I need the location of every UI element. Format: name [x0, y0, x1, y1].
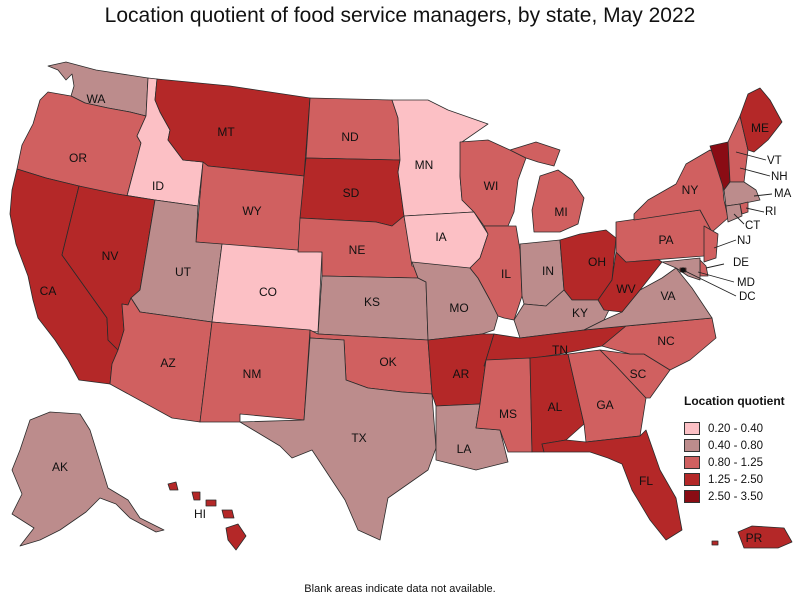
state-nh[interactable]	[727, 115, 749, 183]
label-mt: MT	[217, 125, 235, 139]
legend-item: 0.20 - 0.40	[684, 420, 785, 437]
legend-item: 0.40 - 0.80	[684, 437, 785, 454]
state-tx[interactable]	[239, 337, 437, 541]
state-hi[interactable]	[167, 481, 247, 551]
label-la: LA	[457, 442, 472, 456]
state-me[interactable]	[739, 87, 783, 153]
state-ma[interactable]	[723, 181, 761, 207]
state-mi[interactable]	[509, 141, 585, 233]
label-me: ME	[751, 121, 769, 135]
label-ms: MS	[499, 407, 517, 421]
label-or: OR	[69, 151, 87, 165]
state-ak[interactable]	[11, 411, 165, 547]
legend-label: 0.40 - 0.80	[708, 439, 763, 452]
legend-label: 1.25 - 2.50	[708, 473, 763, 486]
label-pr: PR	[746, 531, 763, 545]
map-title: Location quotient of food service manage…	[104, 4, 696, 27]
state-fl[interactable]	[541, 429, 683, 541]
label-az: AZ	[160, 356, 175, 370]
label-pa: PA	[658, 233, 673, 247]
label-nj: NJ	[737, 235, 751, 247]
label-wv: WV	[616, 282, 635, 296]
label-ks: KS	[364, 295, 380, 309]
legend-label: 0.80 - 1.25	[708, 456, 763, 469]
label-mo: MO	[449, 301, 468, 315]
label-in: IN	[542, 264, 554, 278]
label-tx: TX	[351, 431, 366, 445]
state-nj[interactable]	[703, 225, 719, 263]
label-nm: NM	[243, 367, 262, 381]
label-ak: AK	[52, 460, 68, 474]
legend-label: 2.50 - 3.50	[708, 490, 763, 503]
label-nd: ND	[341, 130, 359, 144]
label-ne: NE	[349, 243, 366, 257]
label-sc: SC	[630, 367, 647, 381]
legend-swatch	[684, 456, 700, 469]
leader-lines	[682, 151, 773, 297]
legend-title: Location quotient	[684, 394, 785, 408]
label-sd: SD	[343, 186, 360, 200]
label-ct: CT	[745, 220, 760, 232]
legend-item: 0.80 - 1.25	[684, 454, 785, 471]
label-ok: OK	[379, 355, 396, 369]
label-tn: TN	[552, 343, 568, 357]
label-ut: UT	[175, 265, 192, 279]
footnote: Blank areas indicate data not available.	[304, 583, 496, 595]
label-co: CO	[259, 285, 277, 299]
label-al: AL	[548, 400, 563, 414]
label-id: ID	[152, 179, 164, 193]
state-va[interactable]	[583, 267, 713, 331]
state-mt[interactable]	[154, 78, 311, 177]
label-nv: NV	[102, 249, 119, 263]
label-dc: DC	[739, 291, 756, 303]
legend-item: 2.50 - 3.50	[684, 488, 785, 505]
label-mi: MI	[554, 205, 567, 219]
label-wi: WI	[484, 179, 499, 193]
label-hi: HI	[194, 507, 206, 521]
label-ar: AR	[453, 367, 470, 381]
label-nc: NC	[657, 334, 675, 348]
label-oh: OH	[588, 255, 606, 269]
legend-swatch	[684, 422, 700, 435]
label-ky: KY	[572, 306, 588, 320]
label-ia: IA	[435, 230, 446, 244]
label-wa: WA	[87, 92, 106, 106]
legend: Location quotient 0.20 - 0.40 0.40 - 0.8…	[684, 394, 785, 505]
state-nd[interactable]	[305, 97, 401, 161]
dc-marker	[680, 267, 686, 273]
state-pr[interactable]	[711, 525, 793, 549]
label-md: MD	[737, 277, 755, 289]
label-va: VA	[660, 289, 675, 303]
legend-label: 0.20 - 0.40	[708, 422, 763, 435]
label-nh: NH	[771, 171, 788, 183]
legend-swatch	[684, 473, 700, 486]
label-vt: VT	[767, 155, 782, 167]
state-wi[interactable]	[459, 139, 527, 227]
label-de: DE	[733, 257, 749, 269]
label-ma: MA	[774, 188, 792, 200]
label-ca: CA	[40, 284, 57, 298]
label-ri: RI	[765, 206, 777, 218]
legend-item: 1.25 - 2.50	[684, 471, 785, 488]
state-ri[interactable]	[739, 201, 749, 215]
state-labels: WA OR CA ID NV MT WY UT CO AZ NM ND SD N…	[40, 92, 792, 545]
label-ny: NY	[682, 183, 699, 197]
legend-swatch	[684, 439, 700, 452]
label-il: IL	[501, 267, 511, 281]
legend-swatch	[684, 490, 700, 503]
label-mn: MN	[415, 158, 434, 172]
label-wy: WY	[242, 204, 261, 218]
label-ga: GA	[596, 398, 613, 412]
label-fl: FL	[639, 474, 653, 488]
